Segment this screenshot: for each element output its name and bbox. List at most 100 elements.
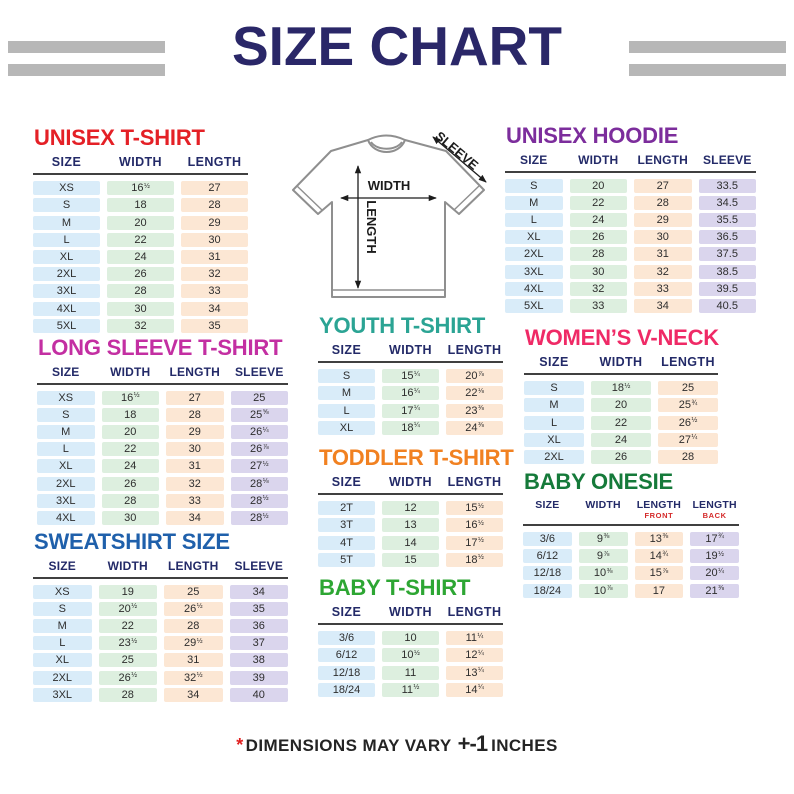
decorative-bar	[629, 64, 786, 76]
footer-text: DIMENSIONS MAY VARY	[245, 736, 452, 755]
table-cell: 34	[164, 687, 223, 702]
table-cell: 20⅞	[446, 369, 503, 384]
table-cell: 30	[569, 264, 627, 279]
table-cell: 10	[382, 631, 439, 646]
table-cell: 30	[166, 442, 224, 457]
column-header: LENGTH	[447, 605, 502, 620]
table-cell: 27	[166, 390, 224, 405]
length-label: LENGTH	[364, 200, 379, 253]
table-cell: 23½	[98, 636, 157, 651]
table-row: 3XL 28 33	[33, 284, 248, 299]
table-cell: 2XL	[505, 247, 563, 262]
table-cell: 26⅞	[230, 442, 288, 457]
table-cell: 35.5	[698, 213, 756, 228]
table-cell: 31	[181, 249, 248, 264]
table-cell: 27½	[230, 459, 288, 474]
table-cell: 19	[98, 584, 157, 599]
table-cell: 3XL	[33, 687, 92, 702]
table-cell: 6/12	[523, 549, 572, 564]
table-cell: 17¼	[382, 403, 439, 418]
table-row: S 18 28 25⅝	[37, 407, 288, 422]
table-cell: XL	[33, 249, 100, 264]
table-cell: 28	[107, 284, 174, 299]
table-cell: 14¾	[634, 549, 684, 564]
table-cell: S	[524, 381, 584, 396]
unisex-tshirt-table: UNISEX T-SHIRT SIZE WIDTH LENGTH XS 16½ 27 S 1…	[33, 126, 248, 336]
table-cell: 30	[101, 511, 159, 525]
table-cell: 22⅛	[446, 386, 503, 401]
table-row: 2T 12 15½	[318, 501, 503, 516]
table-cell: 14¼	[446, 682, 503, 697]
womens-vneck-table: WOMEN’S V-NECK SIZE WIDTH LENGTH S 18½ 25 M 20…	[524, 326, 719, 467]
column-header: WIDTH	[578, 153, 619, 168]
table-cell: 31	[634, 247, 692, 262]
table-cell: 3/6	[318, 631, 375, 646]
table-row: 5T 15 18½	[318, 552, 503, 567]
table-cell: 24	[569, 213, 627, 228]
tshirt-outline	[292, 134, 485, 298]
table-cell: 9⅜	[578, 531, 628, 546]
table-body: XS 16½ 27 25 S 18 28 25⅝ M 20 29 26¼ L 22 30 26⅞ XL 24 31 2…	[37, 390, 288, 525]
table-cell: 12	[382, 501, 439, 516]
table-cell: 24	[101, 459, 159, 474]
table-row: M 22 28 36	[33, 619, 288, 634]
column-header: SIZE	[520, 153, 548, 168]
table-cell: L	[33, 232, 100, 247]
table-cell: 28	[101, 493, 159, 508]
table-body: S 18½ 25 M 20 25¾ L 22 26½ XL 24 27¼ 2XL 26 28	[524, 381, 718, 464]
table-cell: XL	[33, 653, 92, 668]
column-header: WIDTH	[107, 559, 148, 574]
table-cell: XS	[33, 181, 100, 196]
table-cell: 34	[634, 299, 692, 313]
footer-note: * DIMENSIONS MAY VARY +-1 INCHES	[0, 731, 794, 757]
table-title: UNISEX HOODIE	[506, 123, 679, 148]
column-header: SIZE	[331, 475, 362, 490]
table-cell: 15½	[446, 501, 503, 516]
table-cell: 25	[164, 584, 223, 599]
table-cell: 29	[181, 215, 248, 230]
column-header: LENGTH	[447, 343, 502, 358]
table-cell: XS	[33, 584, 92, 599]
column-header: WIDTH	[585, 499, 621, 512]
table-row: 2XL 28 31 37.5	[505, 247, 756, 262]
table-cell: 34.5	[698, 195, 756, 210]
table-cell: M	[505, 195, 563, 210]
column-header: SLEEVE	[234, 559, 284, 574]
table-row: XL 25 31 38	[33, 653, 288, 668]
table-row: L 22 30 26⅞	[37, 442, 288, 457]
column-header: WIDTH	[599, 355, 643, 370]
table-cell: 4XL	[37, 511, 95, 525]
table-cell: 2XL	[524, 449, 584, 464]
table-cell: 22	[101, 442, 159, 457]
table-cell: 26	[591, 449, 651, 464]
table-row: 3XL 28 33 28½	[37, 493, 288, 508]
table-title: LONG SLEEVE T-SHIRT	[38, 335, 283, 360]
table-cell: 30	[634, 230, 692, 245]
table-cell: 11¼	[446, 631, 503, 646]
table-cell: 12/18	[318, 665, 375, 680]
table-cell: 3XL	[33, 284, 100, 299]
table-cell: 16½	[107, 181, 174, 196]
column-header: SLEEVE	[702, 153, 752, 168]
column-header: WIDTH	[389, 343, 432, 358]
table-cell: 5T	[318, 552, 375, 567]
table-title: TODDLER T-SHIRT	[319, 445, 514, 470]
table-cell: 10⅜	[578, 566, 628, 581]
table-body: S 15¼ 20⅞ M 16¼ 22⅛ L 17¼ 23⅜ XL 18¼ 24⅜	[318, 369, 503, 435]
table-cell: 28	[98, 687, 157, 702]
column-header: SLEEVE	[234, 365, 284, 380]
table-cell: S	[318, 369, 375, 384]
table-cell: 28	[658, 449, 718, 464]
column-header: LENGTH	[167, 559, 219, 574]
column-header: LENGTH	[661, 355, 715, 370]
table-cell: L	[318, 403, 375, 418]
table-row: L 24 29 35.5	[505, 213, 756, 228]
table-cell: 16½	[446, 518, 503, 533]
column-header: LENGTH	[447, 475, 502, 490]
table-header-row: SIZE WIDTH LENGTH	[318, 474, 503, 496]
column-header: SIZE	[331, 343, 362, 358]
table-cell: M	[37, 425, 95, 440]
table-body: 3/6 9⅜ 13⅜ 17¾ 6/12 9⅞ 14¾ 19½ 12/18 10⅜ 15⅞ 20¼ 18/…	[523, 531, 739, 598]
decorative-bar	[8, 41, 165, 53]
table-body: S 20 27 33.5 M 22 28 34.5 L 24 29 35.5 XL 26 30 36.5 2XL…	[505, 178, 756, 313]
